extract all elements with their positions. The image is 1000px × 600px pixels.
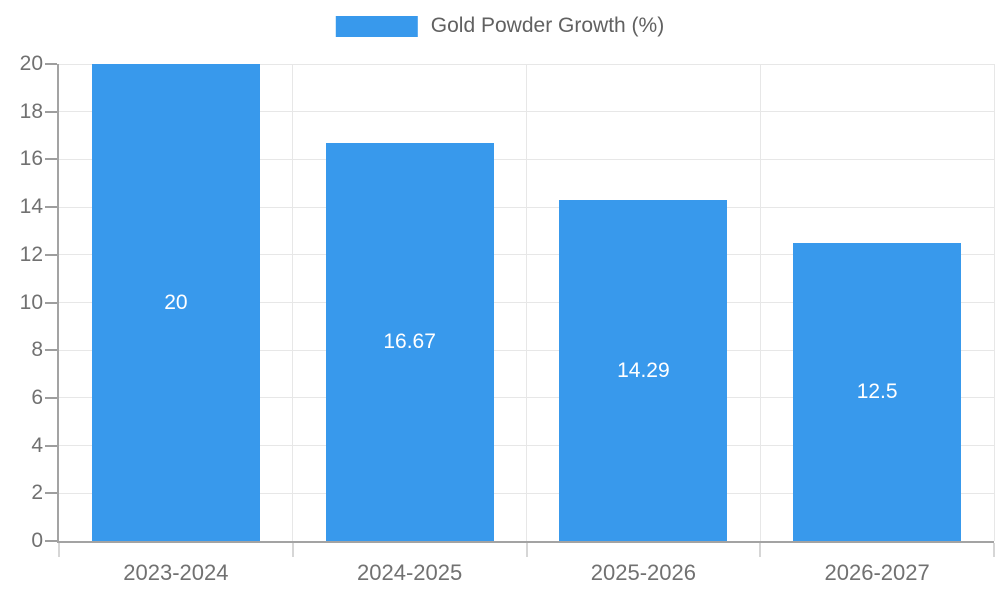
y-axis-tick [45,349,57,352]
x-axis-tick [759,543,762,557]
y-axis-tick [45,492,57,495]
y-axis-tick [45,63,57,65]
x-axis-tick [525,543,528,557]
legend-swatch [335,15,418,37]
y-axis-tick [45,110,57,113]
bar-value-label: 12.5 [856,379,898,403]
x-axis-category-label: 2023-2024 [123,560,229,585]
x-axis-category-label: 2025-2026 [590,560,696,585]
legend-label: Gold Powder Growth (%) [430,14,665,37]
bar[interactable] [325,143,494,541]
y-axis-tick-label: 18 [19,99,43,123]
bar[interactable] [91,64,260,541]
y-axis-tick-label: 6 [31,385,43,409]
y-axis-tick-label: 2 [31,481,43,505]
legend-item[interactable]: Gold Powder Growth (%) [335,14,665,38]
y-axis-line [57,64,59,543]
x-axis-category-label: 2026-2027 [824,560,930,585]
x-axis-tick [58,543,60,557]
bar-value-label: 20 [164,290,188,314]
plot-area: 0 2 4 6 8 10 12 14 16 18 20 20 2023-2024 16.67 2024-20… [20,52,995,585]
y-axis-tick-label: 8 [31,338,43,362]
bar[interactable] [559,200,728,541]
x-axis-tick [291,543,294,557]
y-axis-tick [45,540,57,542]
bar-value-label: 16.67 [383,330,436,354]
y-axis-tick-label: 16 [19,147,43,171]
y-axis-tick [45,301,57,304]
y-axis-tick-label: 14 [19,195,43,219]
y-axis-tick-label: 10 [19,290,43,314]
y-axis-tick-label: 20 [19,52,43,75]
x-axis-category-label: 2024-2025 [357,560,463,585]
x-axis-line [57,541,994,543]
x-axis-tick [993,543,995,557]
y-axis-tick-label: 4 [31,433,43,457]
x-gridline [993,64,995,541]
bar-value-label: 14.29 [617,358,670,382]
y-axis-tick [45,206,57,209]
y-axis-tick [45,444,57,447]
y-axis-tick [45,396,57,399]
x-gridline [292,64,294,541]
y-axis-tick [45,158,57,161]
y-axis-tick-label: 12 [19,242,43,266]
y-axis-tick-label: 0 [31,529,43,552]
y-axis-tick [45,253,57,256]
x-gridline [526,64,527,541]
x-gridline [759,64,761,541]
bar[interactable] [793,242,962,541]
